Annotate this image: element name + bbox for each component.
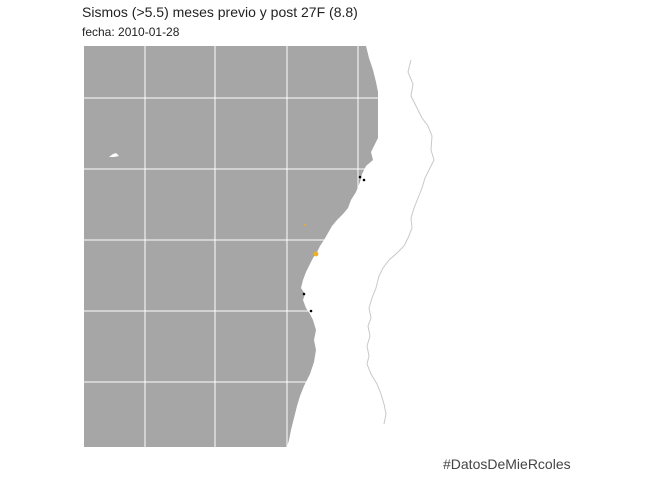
earthquake-point bbox=[309, 309, 313, 313]
earthquake-point bbox=[358, 175, 362, 179]
earthquake-point bbox=[304, 224, 306, 226]
border-line bbox=[366, 59, 435, 425]
earthquake-point bbox=[313, 251, 319, 257]
hashtag-caption: #DatosDeMieRcoles bbox=[443, 456, 571, 472]
earthquake-point bbox=[302, 292, 306, 296]
map-subtitle: fecha: 2010-01-28 bbox=[82, 25, 180, 39]
earthquake-point bbox=[362, 178, 366, 182]
island bbox=[109, 153, 119, 157]
land-chile bbox=[287, 46, 381, 447]
earthquake-markers bbox=[302, 175, 366, 313]
map-title: Sismos (>5.5) meses previo y post 27F (8… bbox=[82, 4, 358, 20]
